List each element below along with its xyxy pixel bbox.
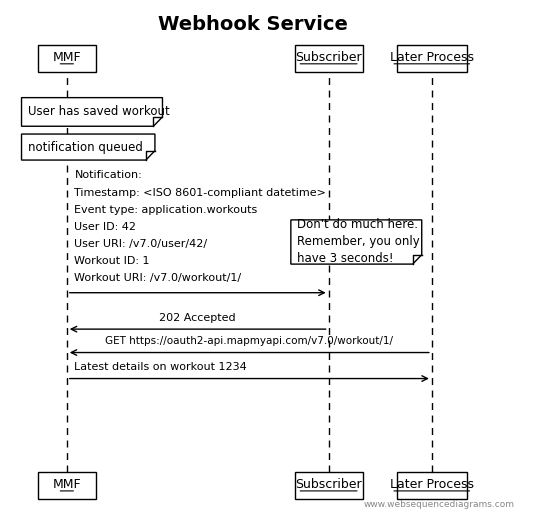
Text: Subscriber: Subscriber xyxy=(295,477,362,491)
Text: 202 Accepted: 202 Accepted xyxy=(159,313,236,323)
Text: User has saved workout: User has saved workout xyxy=(28,106,170,118)
FancyBboxPatch shape xyxy=(396,44,467,72)
FancyBboxPatch shape xyxy=(295,44,362,72)
Text: GET https://oauth2-api.mapmyapi.com/v7.0/workout/1/: GET https://oauth2-api.mapmyapi.com/v7.0… xyxy=(105,336,393,346)
Text: MMF: MMF xyxy=(52,51,81,64)
Text: Timestamp: <ISO 8601-compliant datetime>: Timestamp: <ISO 8601-compliant datetime> xyxy=(75,188,326,198)
Text: User ID: 42: User ID: 42 xyxy=(75,222,137,232)
FancyBboxPatch shape xyxy=(295,472,362,499)
Text: Workout ID: 1: Workout ID: 1 xyxy=(75,256,150,266)
Polygon shape xyxy=(291,220,422,264)
FancyBboxPatch shape xyxy=(38,44,96,72)
Text: Later Process: Later Process xyxy=(390,51,474,64)
Text: notification queued: notification queued xyxy=(28,141,143,154)
Text: Webhook Service: Webhook Service xyxy=(158,15,348,35)
Text: Subscriber: Subscriber xyxy=(295,51,362,64)
Text: www.websequencediagrams.com: www.websequencediagrams.com xyxy=(364,499,515,508)
Polygon shape xyxy=(22,98,163,126)
Text: Don't do much here.
Remember, you only
have 3 seconds!: Don't do much here. Remember, you only h… xyxy=(297,219,420,266)
Text: MMF: MMF xyxy=(52,477,81,491)
Text: Latest details on workout 1234: Latest details on workout 1234 xyxy=(75,362,247,372)
FancyBboxPatch shape xyxy=(38,472,96,499)
Text: User URI: /v7.0/user/42/: User URI: /v7.0/user/42/ xyxy=(75,239,207,249)
Text: Notification:: Notification: xyxy=(75,170,142,180)
Text: Later Process: Later Process xyxy=(390,477,474,491)
Text: Event type: application.workouts: Event type: application.workouts xyxy=(75,204,258,214)
Polygon shape xyxy=(22,134,155,160)
Text: Workout URI: /v7.0/workout/1/: Workout URI: /v7.0/workout/1/ xyxy=(75,274,241,283)
FancyBboxPatch shape xyxy=(396,472,467,499)
